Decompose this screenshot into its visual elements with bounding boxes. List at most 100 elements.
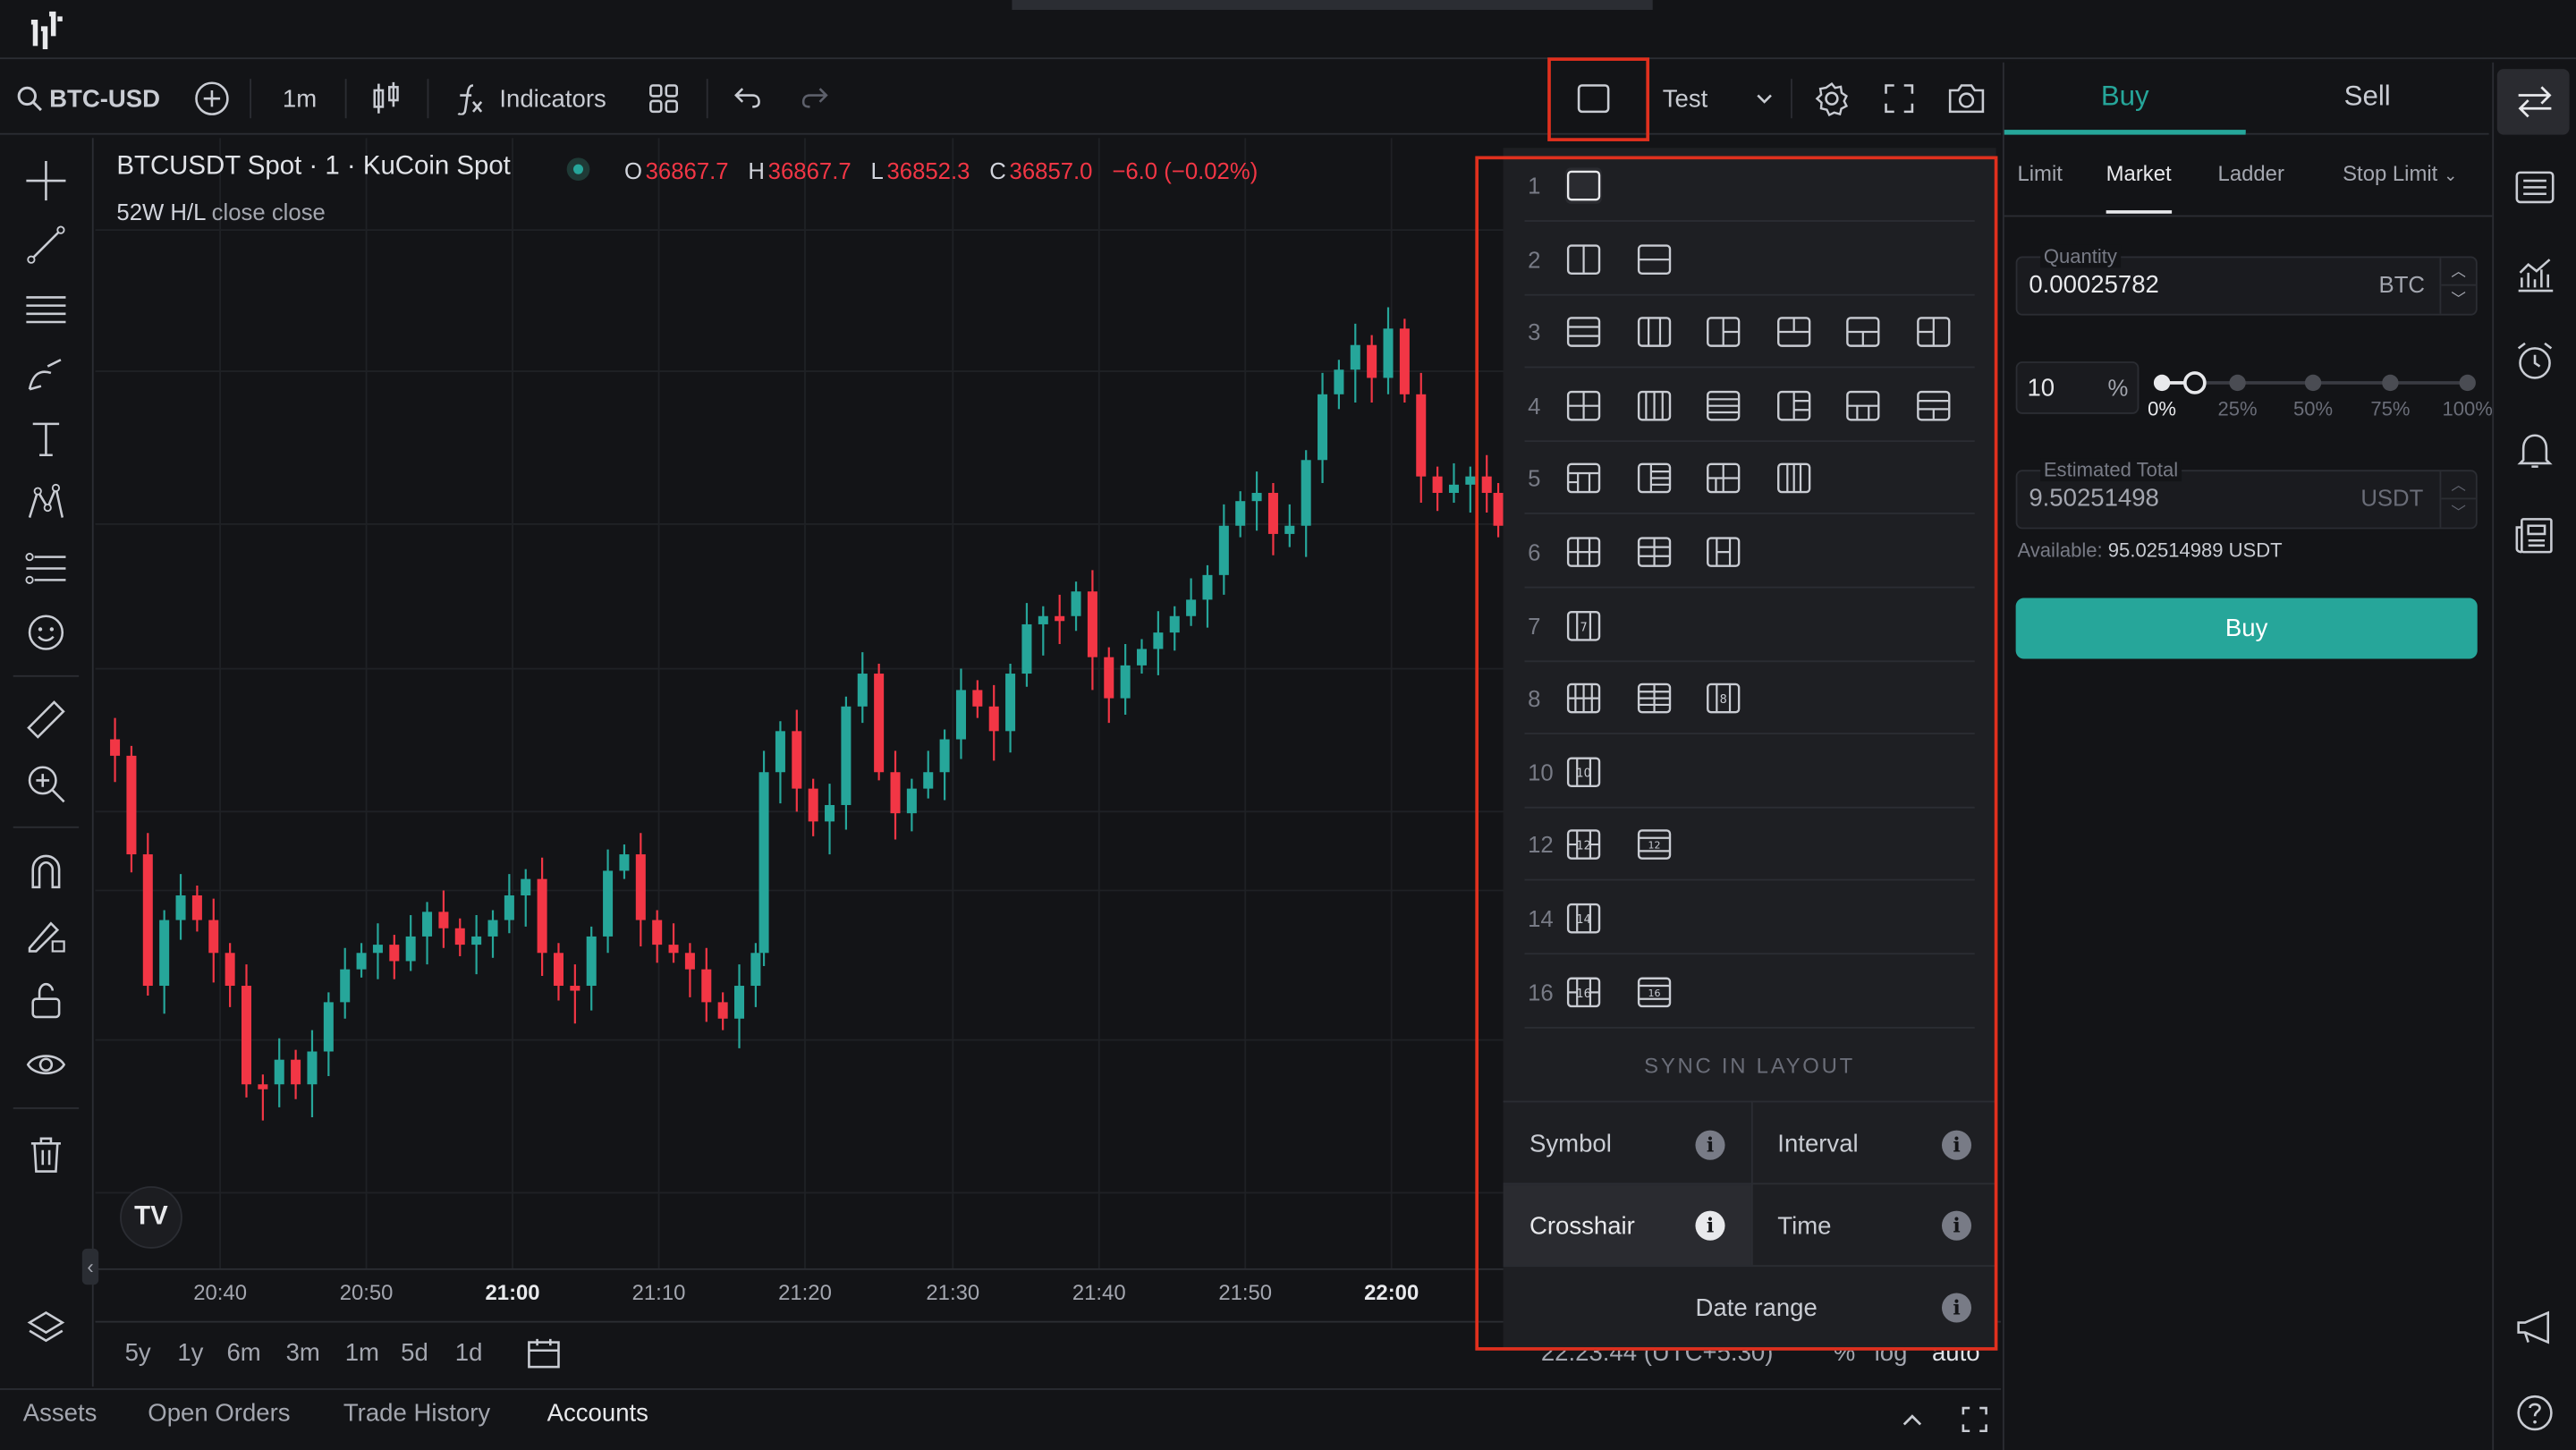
buy-tab[interactable]: Buy (2004, 63, 2246, 135)
quantity-stepper[interactable]: ︿ ﹀ (2439, 258, 2476, 314)
news-button[interactable] (2513, 514, 2556, 557)
interval-button[interactable]: 1m (283, 72, 317, 125)
sell-tab[interactable]: Sell (2245, 63, 2489, 135)
text-tool[interactable] (23, 416, 69, 462)
range-button-6m[interactable]: 6m (226, 1338, 261, 1368)
quantity-value[interactable]: 0.00025782 (2029, 271, 2159, 300)
compare-symbol-button[interactable] (194, 72, 230, 125)
market-status-dot[interactable] (566, 157, 590, 182)
templates-button[interactable] (648, 72, 681, 125)
layout-option-icon[interactable]: 10 (1565, 754, 1601, 790)
slider-handle[interactable] (2182, 371, 2207, 394)
layout-option-icon[interactable] (1845, 314, 1881, 350)
settings-button[interactable] (1814, 72, 1850, 125)
slider-mark[interactable] (2229, 374, 2246, 392)
sync-interval-toggle[interactable]: Interval (1777, 1102, 1858, 1184)
range-button-1m[interactable]: 1m (344, 1338, 379, 1368)
screenshot-button[interactable] (1946, 72, 1986, 125)
order-type-limit[interactable]: Limit (2017, 160, 2063, 186)
layout-option-icon[interactable] (1845, 387, 1881, 423)
bottom-tab-accounts[interactable]: Accounts (547, 1399, 648, 1429)
watchlist-button[interactable] (2513, 166, 2556, 209)
order-type-stop-limit[interactable]: Stop Limit ⌄ (2343, 161, 2457, 186)
layout-select-button[interactable] (1575, 72, 1611, 125)
layout-option-icon[interactable] (1565, 167, 1602, 204)
slider-mark[interactable] (2459, 374, 2476, 392)
lock-drawings-tool[interactable] (23, 978, 69, 1023)
tradingview-watermark[interactable]: TV (120, 1186, 182, 1249)
layout-option-icon[interactable] (1565, 387, 1601, 423)
indicators-button[interactable]: Indicators (453, 72, 606, 125)
sync-date-range-toggle[interactable]: Date range (1695, 1267, 1817, 1349)
symbol-search[interactable]: BTC-USD (16, 72, 160, 125)
layout-option-icon[interactable] (1565, 681, 1601, 717)
time-axis[interactable] (95, 1268, 1505, 1321)
bottom-tab-assets[interactable]: Assets (22, 1399, 97, 1429)
layout-option-icon[interactable] (1705, 314, 1741, 350)
slider-mark[interactable] (2304, 374, 2322, 392)
layout-option-icon[interactable] (1705, 534, 1741, 570)
layout-option-icon[interactable]: 7 (1565, 607, 1601, 643)
magnet-tool[interactable] (23, 848, 69, 894)
fib-tool[interactable] (23, 286, 69, 332)
order-type-ladder[interactable]: Ladder (2217, 160, 2284, 186)
stay-drawing-tool[interactable] (23, 912, 69, 957)
chart-type-button[interactable] (368, 72, 403, 125)
pattern-tool[interactable] (23, 479, 69, 525)
layout-option-icon[interactable] (1565, 241, 1601, 276)
collapse-panel-button[interactable] (1899, 1406, 1925, 1432)
info-icon[interactable]: i (1695, 1210, 1725, 1241)
layout-option-icon[interactable]: 16 (1565, 973, 1601, 1009)
layout-option-icon[interactable] (1775, 461, 1811, 496)
help-button[interactable] (2513, 1392, 2556, 1435)
layout-option-icon[interactable] (1635, 681, 1671, 717)
details-button[interactable] (2513, 255, 2556, 298)
icon-tool[interactable] (23, 609, 69, 655)
range-button-3m[interactable]: 3m (285, 1338, 320, 1368)
tradingview-logo[interactable] (26, 6, 65, 50)
info-icon[interactable]: i (1941, 1210, 1972, 1241)
info-icon[interactable]: i (1695, 1130, 1725, 1160)
sync-crosshair-toggle[interactable]: Crosshair (1530, 1184, 1635, 1267)
notifications-button[interactable] (2513, 428, 2556, 471)
alerts-button[interactable] (2513, 340, 2556, 383)
announcements-button[interactable] (2513, 1306, 2556, 1349)
quantity-field[interactable] (2015, 256, 2478, 316)
range-button-1d[interactable]: 1d (454, 1338, 483, 1368)
layout-option-icon[interactable] (1635, 387, 1671, 423)
range-button-5y[interactable]: 5y (124, 1338, 151, 1368)
hide-drawings-tool[interactable] (23, 1041, 69, 1087)
chevron-up-icon[interactable]: ︿ (2441, 258, 2476, 286)
measure-tool[interactable] (23, 697, 69, 742)
layout-option-icon[interactable]: 14 (1565, 901, 1601, 937)
prediction-tool[interactable] (23, 546, 69, 591)
percent-slider[interactable]: 0% 25% 50% 75% 100% (2148, 368, 2493, 427)
range-button-5d[interactable]: 5d (401, 1338, 428, 1368)
layout-option-icon[interactable] (1635, 461, 1671, 496)
slider-mark[interactable] (2382, 374, 2399, 392)
layout-option-icon[interactable] (1915, 387, 1951, 423)
layout-option-icon[interactable]: 16 (1635, 973, 1671, 1009)
undo-button[interactable] (731, 72, 764, 125)
layout-option-icon[interactable] (1915, 314, 1951, 350)
fullscreen-button[interactable] (1883, 72, 1916, 125)
redo-button[interactable] (799, 72, 832, 125)
percent-field[interactable] (2015, 361, 2140, 414)
layout-option-icon[interactable] (1775, 387, 1811, 423)
layout-option-icon[interactable] (1775, 314, 1811, 350)
order-type-market[interactable]: Market (2106, 161, 2172, 214)
price-chart[interactable] (95, 138, 1505, 1271)
layout-option-icon[interactable] (1565, 314, 1601, 350)
sync-time-toggle[interactable]: Time (1777, 1184, 1831, 1267)
layout-option-icon[interactable] (1635, 314, 1671, 350)
bottom-tab-trade-history[interactable]: Trade History (343, 1399, 491, 1429)
collapse-toolbar-button[interactable]: ‹ (81, 1248, 99, 1285)
layout-option-icon[interactable]: 12 (1635, 827, 1671, 863)
bottom-tab-open-orders[interactable]: Open Orders (148, 1399, 291, 1429)
layout-option-icon[interactable] (1705, 461, 1741, 496)
chevron-down-icon[interactable]: ﹀ (2451, 291, 2466, 308)
info-icon[interactable]: i (1941, 1130, 1972, 1160)
trend-line-tool[interactable] (23, 222, 69, 267)
info-icon[interactable]: i (1941, 1293, 1972, 1323)
layout-option-icon[interactable] (1705, 387, 1741, 423)
